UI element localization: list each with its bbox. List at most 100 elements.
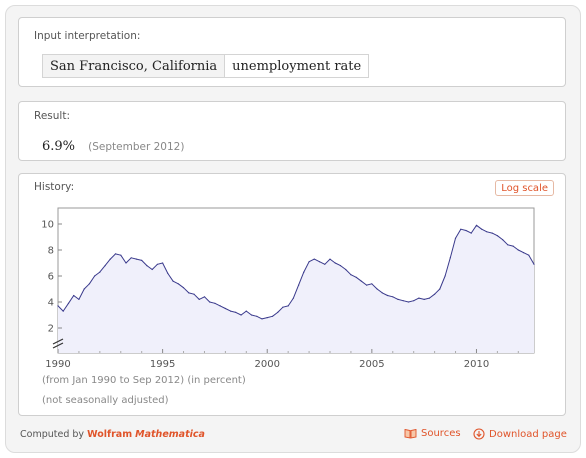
data-point <box>104 265 106 267</box>
data-point <box>366 284 368 286</box>
data-point <box>224 307 226 310</box>
brand-wolfram[interactable]: Wolfram <box>87 429 133 440</box>
data-point <box>120 254 122 256</box>
data-point <box>282 306 284 308</box>
data-point <box>67 302 70 304</box>
data-point <box>407 301 410 303</box>
data-point <box>209 301 211 303</box>
place-chip[interactable]: San Francisco, California <box>43 55 226 77</box>
data-point <box>292 297 294 299</box>
data-point <box>177 283 179 285</box>
data-point <box>481 228 483 230</box>
data-point <box>392 296 394 298</box>
data-point <box>386 294 389 297</box>
data-point <box>428 297 430 299</box>
series-line <box>57 224 535 320</box>
y-tick-label: 2 <box>48 324 54 335</box>
data-point <box>78 298 80 300</box>
data-point <box>219 305 221 307</box>
interpretation-box: San Francisco, California unemployment r… <box>42 54 370 78</box>
data-point <box>486 231 488 233</box>
data-point <box>156 263 158 265</box>
input-interpretation-pod: Input interpretation: San Francisco, Cal… <box>18 17 566 87</box>
data-point <box>114 253 117 255</box>
data-point <box>522 252 525 254</box>
data-point <box>83 288 85 290</box>
data-point <box>528 254 530 256</box>
data-point <box>318 261 321 263</box>
download-icon <box>473 428 485 440</box>
result-value: 6.9% <box>42 139 76 154</box>
log-scale-button[interactable]: Log scale <box>495 180 554 196</box>
data-point <box>439 288 441 290</box>
data-point <box>360 280 362 282</box>
sources-link[interactable]: Sources <box>404 428 461 439</box>
data-point <box>517 249 519 251</box>
history-title: History: <box>34 181 75 193</box>
unemployment-history-chart: 2 4 6 8 10 1990 1995 2000 2005 2010 <box>41 207 535 370</box>
data-point <box>230 310 232 312</box>
data-point <box>73 294 75 297</box>
data-point <box>271 315 274 317</box>
data-point <box>62 310 64 312</box>
data-point <box>418 297 420 299</box>
range-note: (from Jan 1990 to Sep 2012) (in percent) <box>42 375 246 386</box>
data-point <box>151 268 153 271</box>
data-point <box>303 271 305 273</box>
data-point <box>313 258 315 260</box>
data-point <box>491 232 493 234</box>
data-point <box>381 292 383 294</box>
data-point <box>240 314 242 316</box>
data-point <box>235 311 237 313</box>
x-tick-label: 2000 <box>255 359 280 370</box>
data-point <box>460 228 462 230</box>
result-pod: Result: 6.9% (September 2012) <box>18 101 566 161</box>
data-point <box>324 263 326 265</box>
y-tick-label: 8 <box>48 246 54 257</box>
data-point <box>329 258 331 260</box>
data-point <box>256 315 258 317</box>
input-interpretation-title: Input interpretation: <box>34 30 141 42</box>
x-tick-label: 2010 <box>464 359 489 370</box>
data-point <box>371 283 373 285</box>
data-point <box>502 239 504 241</box>
computed-by-label: Computed by <box>20 429 85 440</box>
y-tick-label: 4 <box>48 298 54 309</box>
data-point <box>298 284 300 286</box>
data-point <box>172 280 174 282</box>
data-point <box>376 288 378 290</box>
data-point <box>533 263 535 265</box>
y-tick-label: 6 <box>48 272 54 283</box>
x-tick-label: 1995 <box>150 359 175 370</box>
property-chip[interactable]: unemployment rate <box>225 55 369 77</box>
data-point <box>167 272 169 274</box>
brand-mathematica[interactable]: Mathematica <box>135 429 205 440</box>
computed-by: Computed by Wolfram Mathematica <box>20 429 205 440</box>
adjustment-note: (not seasonally adjusted) <box>42 395 169 406</box>
y-tick-label: 10 <box>41 220 54 231</box>
data-point <box>350 274 352 276</box>
download-page-link[interactable]: Download page <box>473 428 567 440</box>
sources-label: Sources <box>421 428 461 439</box>
data-point <box>94 275 96 277</box>
data-point <box>470 232 472 234</box>
data-point <box>339 265 342 267</box>
download-label: Download page <box>489 428 567 440</box>
data-point <box>162 262 164 264</box>
data-point <box>266 317 268 319</box>
data-point <box>88 283 90 285</box>
data-point <box>57 305 59 307</box>
history-pod: History: Log scale 2 4 6 8 10 1990 1995 2000 200… <box>18 173 566 416</box>
data-point <box>454 237 457 239</box>
data-point <box>287 305 289 307</box>
x-tick-label: 2005 <box>359 359 384 370</box>
result-date: (September 2012) <box>88 141 185 153</box>
data-point <box>334 262 336 264</box>
data-point <box>308 261 310 263</box>
x-tick-label: 1990 <box>45 359 70 370</box>
data-point <box>465 229 467 232</box>
data-point <box>130 257 132 259</box>
data-point <box>203 296 206 298</box>
data-point <box>345 268 347 271</box>
data-point <box>413 300 415 302</box>
